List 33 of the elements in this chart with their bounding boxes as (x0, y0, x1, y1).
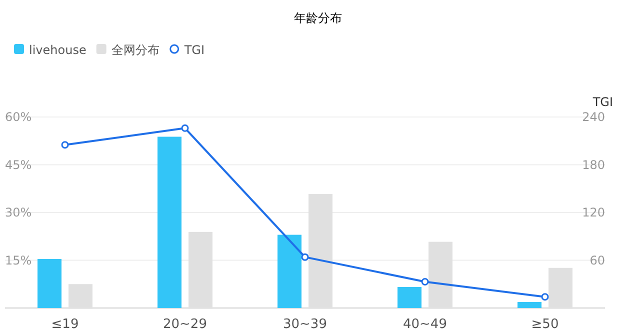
bar (308, 194, 332, 308)
y-tick-label: 45% (5, 158, 32, 172)
x-tick-label: ≤19 (51, 317, 79, 331)
legend-label: livehouse (29, 43, 86, 57)
bar (188, 232, 212, 308)
bar (548, 268, 572, 308)
y-tick-label: 30% (5, 206, 32, 220)
point (61, 141, 69, 149)
chart-title: 年龄分布 (294, 11, 342, 25)
y-tick-label: 15% (5, 253, 32, 268)
bar (278, 234, 302, 308)
x-tick-label: 40~49 (403, 317, 447, 331)
y2-tick-label: 180 (582, 158, 605, 172)
y-tick-label: 60% (5, 110, 32, 124)
y2-tick-label: 240 (582, 110, 605, 124)
bar (158, 136, 182, 308)
bar (398, 286, 422, 308)
point (421, 278, 429, 286)
x-tick-label: ≥50 (531, 317, 559, 331)
x-tick-label: 20~29 (163, 317, 207, 331)
bar (38, 258, 62, 308)
point (301, 253, 309, 261)
x-tick-label: 30~39 (283, 317, 327, 331)
legend-label: 全网分布 (111, 43, 160, 57)
y2-axis-title: TGI (592, 95, 613, 109)
y2-tick-label: 60 (590, 253, 605, 268)
bar (518, 302, 542, 308)
point (181, 124, 189, 132)
bar (428, 242, 452, 308)
bar (68, 284, 92, 308)
y2-tick-label: 120 (582, 206, 605, 220)
legend-label: TGI (183, 43, 205, 57)
point (541, 293, 549, 301)
